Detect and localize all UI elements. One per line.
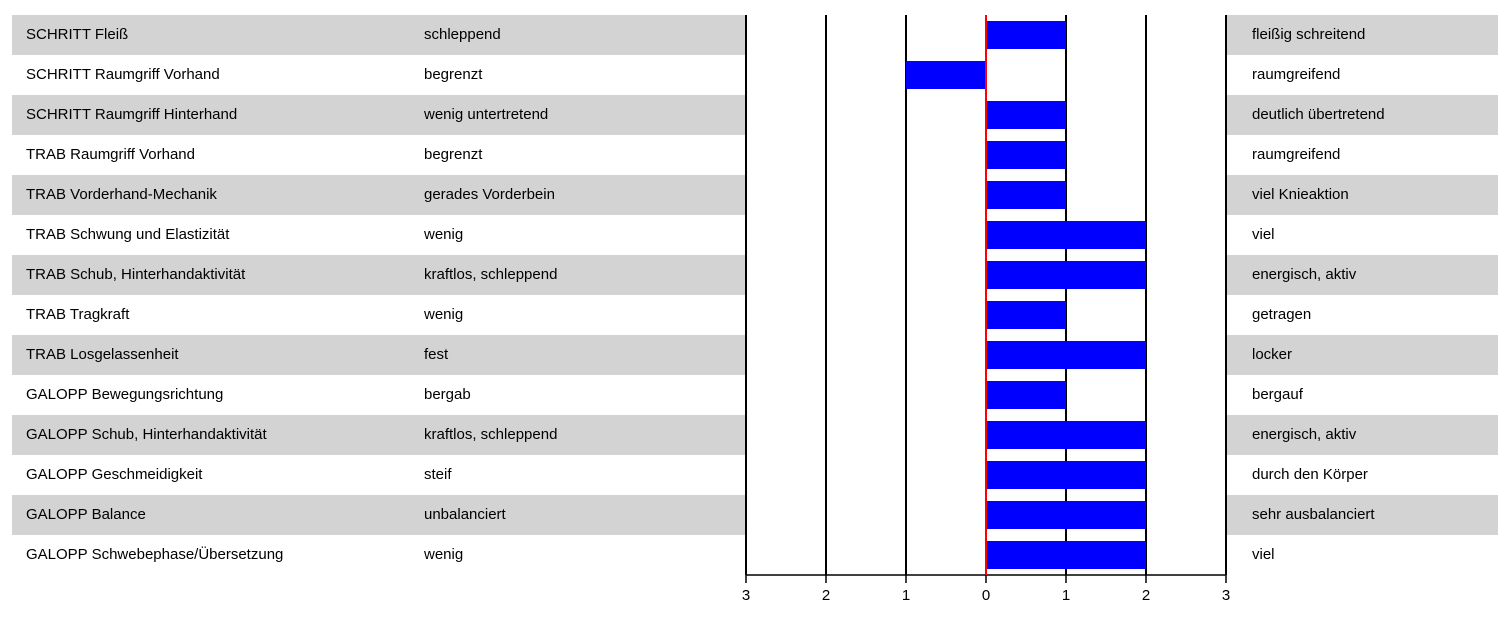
row-right-value: 2 <box>1217 546 1226 563</box>
table-row: TRAB Raumgriff Vorhand begrenzt 1 raumgreif… <box>12 135 1498 175</box>
row-criterion: TRAB Vorderhand-Mechanik <box>26 186 217 203</box>
table-row: SCHRITT Fleiß schleppend 1 fleißig schreite… <box>12 15 1498 55</box>
row-left-label: bergab <box>424 386 471 403</box>
row-left-label: gerades Vorderbein <box>424 186 555 203</box>
row-criterion: TRAB Losgelassenheit <box>26 346 179 363</box>
row-left-label: unbalanciert <box>424 506 506 523</box>
row-left-label: wenig <box>424 306 464 323</box>
x-tick-label: 2 <box>1142 587 1150 604</box>
row-right-label: sehr ausbalanciert <box>1252 506 1375 523</box>
row-right-value: 2 <box>1217 426 1226 443</box>
row-left-label: kraftlos, schleppend <box>424 266 558 283</box>
row-left-label: kraftlos, schleppend <box>424 426 558 443</box>
row-right-value: 2 <box>1217 266 1226 283</box>
table-row: GALOPP Geschmeidigkeit steif 2 durch den Kö… <box>12 455 1498 495</box>
row-right-label: raumgreifend <box>1252 66 1341 83</box>
x-tick-label: 1 <box>1062 587 1070 604</box>
table-row: TRAB Vorderhand-Mechanik gerades Vorderbe… <box>12 175 1498 215</box>
row-criterion: SCHRITT Raumgriff Hinterhand <box>26 106 238 123</box>
row-left-label: wenig <box>424 546 464 563</box>
row-left-label: begrenzt <box>424 66 483 83</box>
row-left-value: 1 <box>762 66 771 83</box>
row-criterion: TRAB Schub, Hinterhandaktivität <box>26 266 246 283</box>
row-right-label: energisch, aktiv <box>1252 266 1357 283</box>
row-left-label: schleppend <box>424 26 501 43</box>
x-tick-label: 3 <box>742 587 750 604</box>
x-tick-label: 3 <box>1222 587 1230 604</box>
row-right-value: 2 <box>1217 226 1226 243</box>
row-right-value: 2 <box>1217 466 1226 483</box>
row-right-value: 1 <box>1217 306 1226 323</box>
table-row: TRAB Tragkraft wenig 1 getragen <box>12 295 1498 335</box>
row-criterion: GALOPP Schwebephase/Übersetzung <box>26 546 284 563</box>
row-criterion: GALOPP Balance <box>26 506 146 523</box>
table-row: SCHRITT Raumgriff Hinterhand wenig untert… <box>12 95 1498 135</box>
row-left-label: wenig <box>424 226 464 243</box>
row-right-value: 1 <box>1217 106 1226 123</box>
table-row: GALOPP Schwebephase/Übersetzung wenig 2 vie… <box>12 535 1498 575</box>
table-row: GALOPP Schub, Hinterhandaktivität kraftlo… <box>12 415 1498 455</box>
row-criterion: SCHRITT Raumgriff Vorhand <box>26 66 220 83</box>
row-right-label: getragen <box>1252 306 1312 323</box>
row-left-label: fest <box>424 346 449 363</box>
row-right-label: viel Knieaktion <box>1252 186 1349 203</box>
table-row: TRAB Schwung und Elastizität wenig 2 viel <box>12 215 1498 255</box>
row-left-label: begrenzt <box>424 146 483 163</box>
row-right-label: energisch, aktiv <box>1252 426 1357 443</box>
row-right-label: locker <box>1252 346 1293 363</box>
row-right-value: 2 <box>1217 346 1226 363</box>
x-tick-label: 0 <box>982 587 990 604</box>
row-right-label: fleißig schreitend <box>1252 26 1366 43</box>
row-right-value: 2 <box>1217 506 1226 523</box>
x-tick-label: 2 <box>822 587 830 604</box>
row-right-label: viel <box>1252 226 1275 243</box>
row-left-label: steif <box>424 466 452 483</box>
row-right-label: viel <box>1252 546 1275 563</box>
x-tick-label: 1 <box>902 587 910 604</box>
row-criterion: SCHRITT Fleiß <box>26 26 129 43</box>
row-criterion: TRAB Raumgriff Vorhand <box>26 146 195 163</box>
table-row: TRAB Schub, Hinterhandaktivität kraftlos,… <box>12 255 1498 295</box>
table-row: GALOPP Balance unbalanciert 2 sehr ausbalan… <box>12 495 1498 535</box>
row-criterion: GALOPP Schub, Hinterhandaktivität <box>26 426 267 443</box>
row-criterion: GALOPP Bewegungsrichtung <box>26 386 224 403</box>
row-right-value: 1 <box>1217 186 1226 203</box>
row-criterion: TRAB Schwung und Elastizität <box>26 226 230 243</box>
table-row: GALOPP Bewegungsrichtung bergab 1 bergauf <box>12 375 1498 415</box>
row-criterion: GALOPP Geschmeidigkeit <box>26 466 203 483</box>
row-right-value: 1 <box>1217 386 1226 403</box>
row-right-value: 1 <box>1217 26 1226 43</box>
row-right-value: 1 <box>1217 146 1226 163</box>
row-right-label: durch den Körper <box>1252 466 1368 483</box>
row-right-label: deutlich übertretend <box>1252 106 1385 123</box>
row-left-label: wenig untertretend <box>424 106 549 123</box>
row-right-label: bergauf <box>1252 386 1303 403</box>
table-row: TRAB Losgelassenheit fest 2 locker <box>12 335 1498 375</box>
row-right-label: raumgreifend <box>1252 146 1341 163</box>
row-criterion: TRAB Tragkraft <box>26 306 130 323</box>
table-row: SCHRITT Raumgriff Vorhand begrenzt 1 raumgr… <box>12 55 1498 95</box>
